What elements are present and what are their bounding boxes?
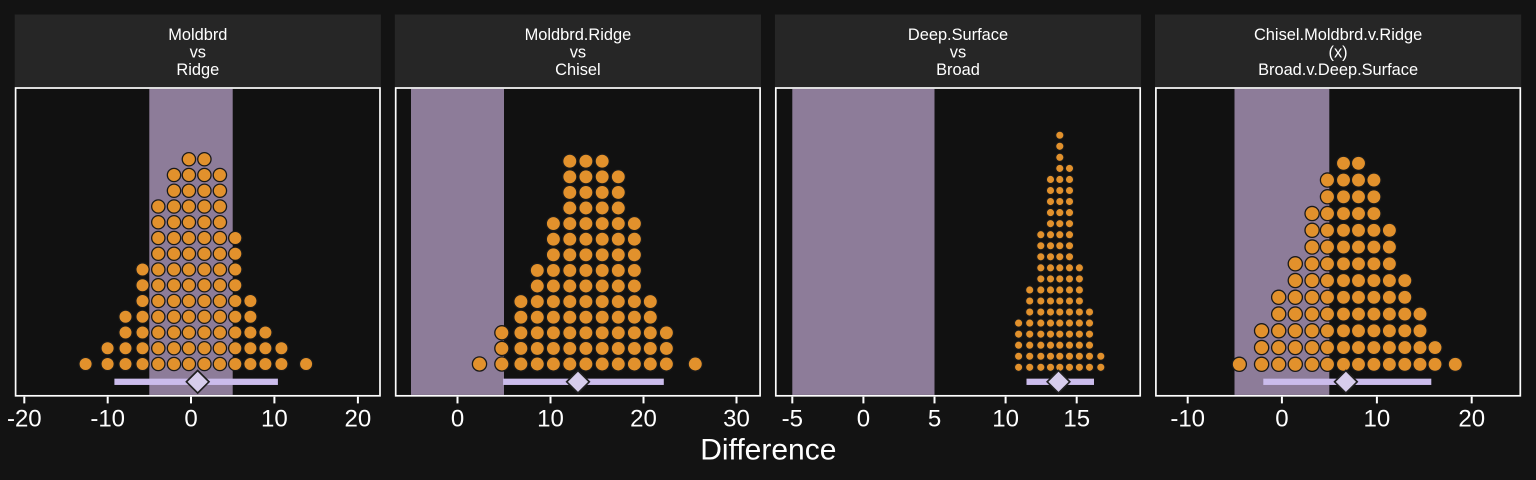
svg-text:0: 0 [451, 406, 464, 433]
svg-text:10: 10 [992, 406, 1019, 433]
svg-text:-10: -10 [1170, 406, 1205, 433]
svg-text:Broad.v.Deep.Surface: Broad.v.Deep.Surface [1258, 61, 1418, 79]
svg-text:10: 10 [1364, 406, 1391, 433]
svg-text:0: 0 [1275, 406, 1288, 433]
svg-text:10: 10 [261, 406, 288, 433]
svg-text:20: 20 [345, 406, 372, 433]
svg-text:20: 20 [630, 406, 657, 433]
svg-text:30: 30 [723, 406, 750, 433]
svg-text:(x): (x) [1329, 44, 1348, 62]
svg-text:20: 20 [1458, 406, 1485, 433]
svg-text:0: 0 [857, 406, 870, 433]
svg-text:vs: vs [950, 44, 966, 62]
svg-text:-5: -5 [782, 406, 803, 433]
svg-text:Chisel.Moldbrd.v.Ridge: Chisel.Moldbrd.v.Ridge [1254, 26, 1422, 44]
svg-text:vs: vs [190, 44, 206, 62]
svg-text:0: 0 [184, 406, 197, 433]
svg-text:Chisel: Chisel [555, 61, 601, 79]
svg-text:Deep.Surface: Deep.Surface [908, 26, 1008, 44]
svg-text:-10: -10 [90, 406, 125, 433]
svg-text:10: 10 [537, 406, 564, 433]
svg-text:Moldbrd.Ridge: Moldbrd.Ridge [525, 26, 632, 44]
svg-text:15: 15 [1063, 406, 1090, 433]
svg-text:-20: -20 [7, 406, 42, 433]
svg-text:5: 5 [928, 406, 941, 433]
svg-text:Difference: Difference [700, 434, 836, 467]
svg-text:vs: vs [570, 44, 586, 62]
svg-text:Broad: Broad [936, 61, 980, 79]
svg-text:Moldbrd: Moldbrd [168, 26, 227, 44]
svg-text:Ridge: Ridge [176, 61, 219, 79]
